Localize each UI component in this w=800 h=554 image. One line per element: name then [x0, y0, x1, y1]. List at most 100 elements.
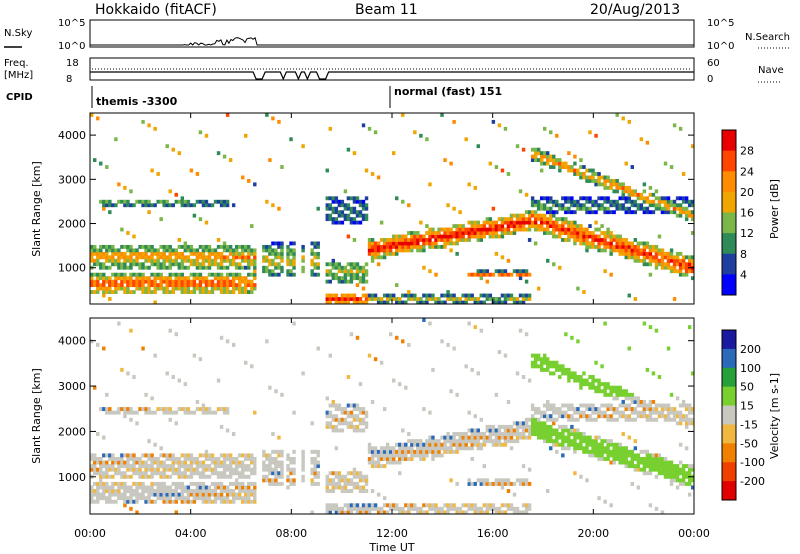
heatmap-cell	[630, 203, 634, 208]
heatmap-cell	[379, 510, 384, 515]
heatmap-cell	[225, 499, 230, 504]
heatmap-cell	[669, 251, 674, 256]
heatmap-cell	[334, 417, 339, 422]
heatmap-cell	[536, 417, 541, 422]
heatmap-cell	[337, 300, 342, 305]
heatmap-cell	[222, 248, 227, 253]
heatmap-cell	[555, 432, 559, 436]
heatmap-cell	[280, 248, 284, 253]
heatmap-cell	[343, 474, 348, 479]
heatmap-cell	[219, 460, 224, 465]
heatmap-cell	[385, 293, 390, 298]
heatmap-cell	[370, 297, 375, 301]
heatmap-cell	[515, 432, 520, 436]
heatmap-cell	[491, 503, 496, 508]
heatmap-cell	[687, 478, 692, 483]
heatmap-cell	[627, 210, 631, 215]
heatmap-cell	[346, 414, 351, 419]
heatmap-cell	[491, 206, 496, 211]
heatmap-cell	[636, 241, 641, 246]
heatmap-cell	[340, 297, 345, 301]
heatmap-cell	[213, 410, 218, 415]
heatmap-cell	[648, 464, 653, 469]
heatmap-cell	[503, 353, 508, 358]
heatmap-cell	[567, 168, 571, 173]
heatmap-cell	[687, 417, 692, 422]
heatmap-cell	[186, 410, 191, 415]
heatmap-cell	[675, 251, 680, 256]
heatmap-cell	[567, 435, 571, 440]
heatmap-cell	[422, 453, 426, 458]
heatmap-cell	[105, 165, 109, 169]
heatmap-cell	[552, 154, 556, 159]
heatmap-cell	[561, 424, 565, 429]
colorbar-swatch	[722, 274, 736, 296]
heatmap-cell	[690, 276, 695, 281]
heatmap-cell	[183, 496, 188, 501]
heatmap-cell	[555, 407, 559, 412]
heatmap-cell	[425, 449, 429, 454]
heatmap-cell	[328, 213, 332, 218]
heatmap-cell	[343, 269, 348, 274]
heatmap-cell	[114, 203, 118, 208]
heatmap-cell	[93, 467, 97, 472]
heatmap-cell	[609, 403, 613, 408]
heatmap-cell	[114, 471, 118, 476]
heatmap-cell	[639, 192, 644, 197]
heatmap-cell	[328, 471, 332, 476]
heatmap-cell	[419, 300, 423, 305]
heatmap-cell	[174, 199, 178, 204]
heatmap-cell	[376, 255, 381, 260]
heatmap-cell	[247, 496, 251, 501]
heatmap-cell	[530, 414, 535, 419]
heatmap-cell	[114, 279, 118, 284]
heatmap-cell	[561, 446, 565, 451]
heatmap-cell	[216, 199, 221, 204]
heatmap-cell	[555, 360, 559, 365]
heatmap-cell	[476, 272, 480, 277]
heatmap-cell	[210, 456, 215, 461]
heatmap-cell	[413, 506, 417, 511]
heatmap-cell	[177, 492, 181, 497]
heatmap-cell	[552, 158, 556, 163]
heatmap-cell	[585, 244, 589, 249]
heatmap-cell	[509, 231, 514, 235]
heatmap-cell	[666, 464, 671, 469]
heatmap-cell	[277, 435, 281, 440]
heatmap-cell	[334, 471, 339, 476]
heatmap-cell	[455, 432, 459, 436]
heatmap-cell	[234, 464, 239, 469]
heatmap-cell	[663, 265, 668, 270]
heatmap-cell	[207, 453, 212, 458]
heatmap-cell	[521, 478, 526, 483]
heatmap-cell	[358, 474, 363, 479]
heatmap-cell	[458, 510, 462, 515]
heatmap-cell	[431, 231, 435, 235]
heatmap-cell	[219, 481, 224, 486]
heatmap-cell	[277, 481, 281, 486]
colorbar-swatch	[722, 212, 736, 234]
heatmap-cell	[177, 464, 181, 469]
heatmap-cell	[129, 328, 133, 333]
heatmap-cell	[102, 492, 106, 497]
heatmap-cell	[358, 276, 363, 281]
heatmap-cell	[376, 300, 381, 305]
heatmap-cell	[183, 265, 188, 270]
heatmap-cell	[153, 489, 157, 494]
heatmap-cell	[461, 510, 465, 515]
heatmap-cell	[250, 364, 254, 369]
heatmap-cell	[262, 244, 266, 249]
heatmap-cell	[639, 414, 644, 419]
heatmap-cell	[192, 279, 197, 284]
heatmap-cell	[579, 231, 583, 235]
heatmap-cell	[231, 258, 236, 263]
heatmap-cell	[150, 464, 154, 469]
heatmap-cell	[558, 234, 562, 239]
heatmap-cell	[337, 276, 342, 281]
heatmap-cell	[159, 251, 163, 256]
heatmap-cell	[129, 255, 133, 260]
heatmap-cell	[464, 300, 468, 305]
heatmap-cell	[521, 272, 526, 277]
heatmap-cell	[600, 453, 604, 458]
heatmap-cell	[268, 464, 272, 469]
